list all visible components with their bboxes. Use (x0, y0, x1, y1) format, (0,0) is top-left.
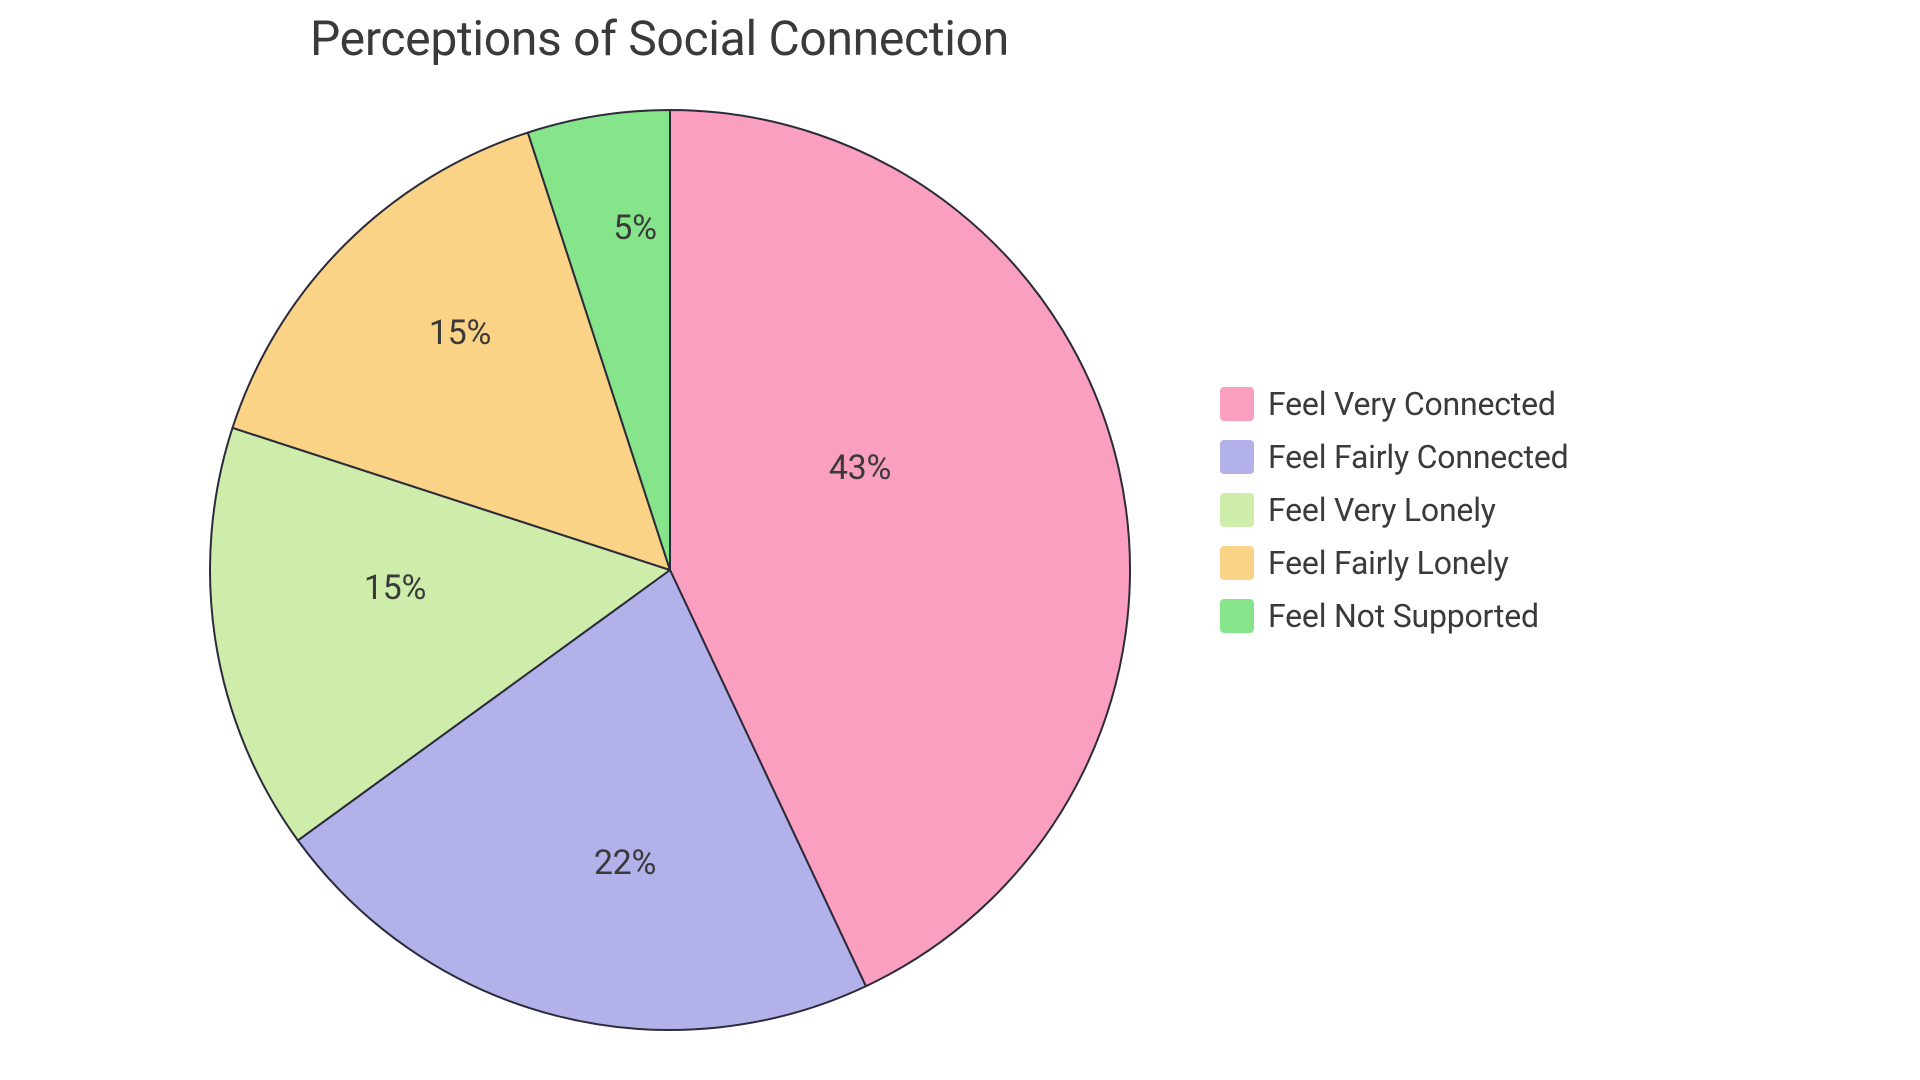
slice-label: 15% (364, 568, 426, 608)
legend-label: Feel Very Connected (1268, 385, 1556, 423)
legend-swatch (1220, 599, 1254, 633)
legend: Feel Very Connected Feel Fairly Connected… (1220, 385, 1569, 635)
legend-label: Feel Not Supported (1268, 597, 1539, 635)
slice-label: 15% (429, 313, 491, 353)
pie-svg: 43% 22% 15% 15% 5% (200, 100, 1140, 1040)
slice-label: 5% (613, 208, 656, 248)
legend-item: Feel Very Lonely (1220, 491, 1569, 529)
chart-title: Perceptions of Social Connection (310, 10, 1009, 67)
legend-swatch (1220, 440, 1254, 474)
legend-label: Feel Very Lonely (1268, 491, 1496, 529)
legend-item: Feel Not Supported (1220, 597, 1569, 635)
pie-chart-container: Perceptions of Social Connection 43% 22% 1… (0, 0, 1920, 1080)
legend-swatch (1220, 387, 1254, 421)
legend-swatch (1220, 493, 1254, 527)
legend-label: Feel Fairly Lonely (1268, 544, 1509, 582)
legend-label: Feel Fairly Connected (1268, 438, 1569, 476)
legend-item: Feel Fairly Lonely (1220, 544, 1569, 582)
pie-area: 43% 22% 15% 15% 5% (200, 100, 1140, 1040)
slice-label: 22% (594, 843, 656, 883)
legend-item: Feel Very Connected (1220, 385, 1569, 423)
legend-swatch (1220, 546, 1254, 580)
slice-label: 43% (829, 448, 891, 488)
legend-item: Feel Fairly Connected (1220, 438, 1569, 476)
